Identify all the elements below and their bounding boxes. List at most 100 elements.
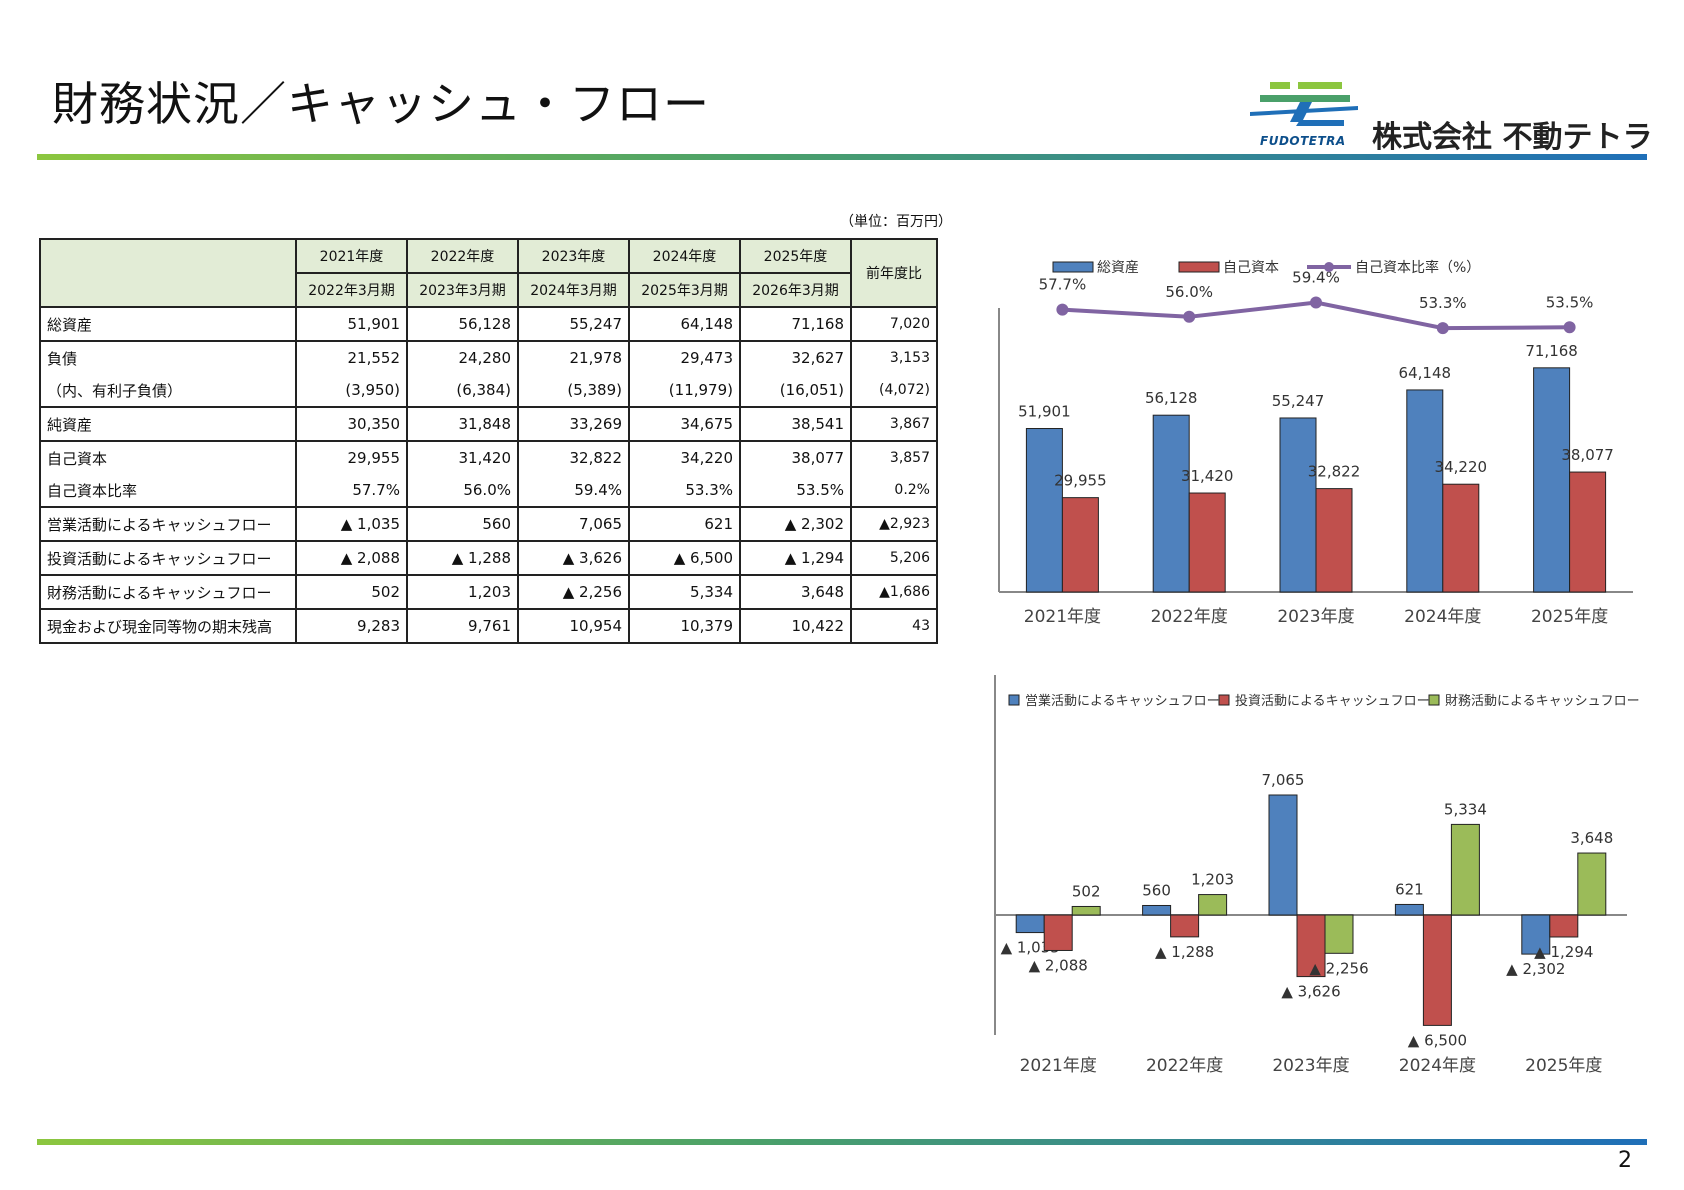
ratio-point xyxy=(1436,322,1449,335)
table-cell: 57.7% xyxy=(295,474,408,508)
row-label: 現金および現金同等物の期末残高 xyxy=(39,608,297,644)
data-label: 55,247 xyxy=(1272,392,1325,410)
period-header: 2024年3月期 xyxy=(517,272,630,308)
table-cell: 24,280 xyxy=(406,340,519,374)
bar-cashflow-operating xyxy=(1268,794,1298,916)
table-cell: 33,269 xyxy=(517,406,630,442)
table-cell: 30,350 xyxy=(295,406,408,442)
x-tick-label: 2023年度 xyxy=(1272,1056,1349,1076)
bar-total-assets xyxy=(1152,414,1190,593)
table-cell: 10,422 xyxy=(739,608,852,644)
table-cell: ▲ 2,302 xyxy=(739,506,852,542)
bar-equity xyxy=(1442,483,1480,593)
table-cell: 53.5% xyxy=(739,474,852,508)
legend-label: 自己資本 xyxy=(1223,260,1279,276)
table-cell: 32,822 xyxy=(517,440,630,474)
table-cell: (3,950) xyxy=(295,374,408,408)
compare-cell: (4,072) xyxy=(850,374,938,408)
table-cell: 53.3% xyxy=(628,474,741,508)
table-cell: (11,979) xyxy=(628,374,741,408)
table-cell: 29,473 xyxy=(628,340,741,374)
table-cell: 55,247 xyxy=(517,306,630,342)
table-cell: (6,384) xyxy=(406,374,519,408)
page-number: 2 xyxy=(1618,1148,1632,1173)
table-row: 負債 21,552 24,280 21,978 29,473 32,627 3,153 xyxy=(39,340,938,374)
ratio-point xyxy=(1183,310,1196,323)
table-row: 純資産 30,350 31,848 33,269 34,675 38,541 3,867 xyxy=(39,406,938,442)
unit-label: （単位：百万円） xyxy=(840,214,952,230)
data-label: 32,822 xyxy=(1308,463,1361,481)
table-cell: 31,848 xyxy=(406,406,519,442)
table-cell: 1,203 xyxy=(406,574,519,610)
financial-table: 2021年度 2022年度 2023年度 2024年度 2025年度 前年度比 … xyxy=(39,238,938,644)
table-row: 自己資本比率 57.7% 56.0% 59.4% 53.3% 53.5% 0.2% xyxy=(39,474,938,508)
table-row: 自己資本 29,955 31,420 32,822 34,220 38,077 3,857 xyxy=(39,440,938,474)
table-cell: 29,955 xyxy=(295,440,408,474)
table-cell: ▲ 3,626 xyxy=(517,540,630,576)
bar-total-assets xyxy=(1406,389,1444,593)
header-divider xyxy=(37,154,1647,160)
table-row: （内、有利子負債） (3,950) (6,384) (5,389) (11,979) (1… xyxy=(39,374,938,408)
data-label: 1,203 xyxy=(1191,871,1234,889)
period-header: 2026年3月期 xyxy=(739,272,852,308)
period-header: 2025年3月期 xyxy=(628,272,741,308)
table-cell: 7,065 xyxy=(517,506,630,542)
legend-swatch xyxy=(1052,261,1094,273)
compare-cell: 3,867 xyxy=(850,406,938,442)
legend-label: 営業活動によるキャッシュフロー xyxy=(1025,693,1220,709)
compare-cell: 43 xyxy=(850,608,938,644)
compare-header: 前年度比 xyxy=(850,238,938,308)
bar-cashflow-investing xyxy=(1549,914,1579,938)
table-cell: 38,077 xyxy=(739,440,852,474)
bar-equity xyxy=(1569,471,1607,593)
row-label: 営業活動によるキャッシュフロー xyxy=(39,506,297,542)
table-cell: 34,675 xyxy=(628,406,741,442)
bar-cashflow-operating xyxy=(1394,903,1424,916)
table-row: 総資産 51,901 56,128 55,247 64,148 71,168 7,020 xyxy=(39,306,938,342)
balance-sheet-chart: 51,901 29,955 2021年度 56,128 31,420 2022年度 55,2… xyxy=(998,259,1633,627)
legend-label: 財務活動によるキャッシュフロー xyxy=(1445,694,1640,709)
bar-total-assets xyxy=(1533,367,1571,593)
table-corner xyxy=(39,238,297,308)
table-cell: 502 xyxy=(295,574,408,610)
row-label: 財務活動によるキャッシュフロー xyxy=(39,574,297,610)
bar-cashflow-financing xyxy=(1071,905,1101,916)
bar-cashflow-financing xyxy=(1577,852,1607,916)
legend-swatch xyxy=(1218,694,1230,706)
legend-label: 総資産 xyxy=(1097,260,1139,276)
compare-cell: 3,153 xyxy=(850,340,938,374)
ratio-label: 53.3% xyxy=(1419,294,1467,312)
data-label: ▲ 1,288 xyxy=(1155,943,1214,961)
year-header: 2021年度 xyxy=(295,238,408,274)
company-name: 株式会社 不動テトラ xyxy=(1372,120,1653,155)
row-label: 自己資本 xyxy=(39,440,297,474)
row-label: （内、有利子負債） xyxy=(39,374,297,408)
year-header: 2025年度 xyxy=(739,238,852,274)
bar-total-assets xyxy=(1025,428,1063,593)
table-row: 投資活動によるキャッシュフロー ▲ 2,088 ▲ 1,288 ▲ 3,626 ▲ 6,… xyxy=(39,540,938,576)
logo-brand-text: FUDOTETRA xyxy=(1260,134,1346,148)
legend-swatch xyxy=(1178,261,1220,273)
x-tick-label: 2023年度 xyxy=(1277,607,1354,627)
table-cell: 38,541 xyxy=(739,406,852,442)
table-cell: 21,978 xyxy=(517,340,630,374)
compare-cell: ▲2,923 xyxy=(850,506,938,542)
table-row: 現金および現金同等物の期末残高 9,283 9,761 10,954 10,379 10,… xyxy=(39,608,938,644)
table-cell: ▲ 2,088 xyxy=(295,540,408,576)
legend-swatch xyxy=(1428,694,1440,706)
x-tick-label: 2021年度 xyxy=(1024,607,1101,627)
bar-cashflow-operating xyxy=(1015,914,1045,934)
bar-equity xyxy=(1061,497,1099,593)
row-label: 投資活動によるキャッシュフロー xyxy=(39,540,297,576)
data-label: 71,168 xyxy=(1525,342,1578,360)
table-cell: 64,148 xyxy=(628,306,741,342)
ratio-label: 57.7% xyxy=(1039,276,1087,294)
table-cell: ▲ 1,294 xyxy=(739,540,852,576)
data-label: 5,334 xyxy=(1444,800,1487,818)
bar-equity xyxy=(1315,488,1353,593)
bar-cashflow-financing xyxy=(1450,823,1480,916)
table-cell: 31,420 xyxy=(406,440,519,474)
bar-cashflow-financing xyxy=(1198,894,1228,916)
ratio-point xyxy=(1056,303,1069,316)
